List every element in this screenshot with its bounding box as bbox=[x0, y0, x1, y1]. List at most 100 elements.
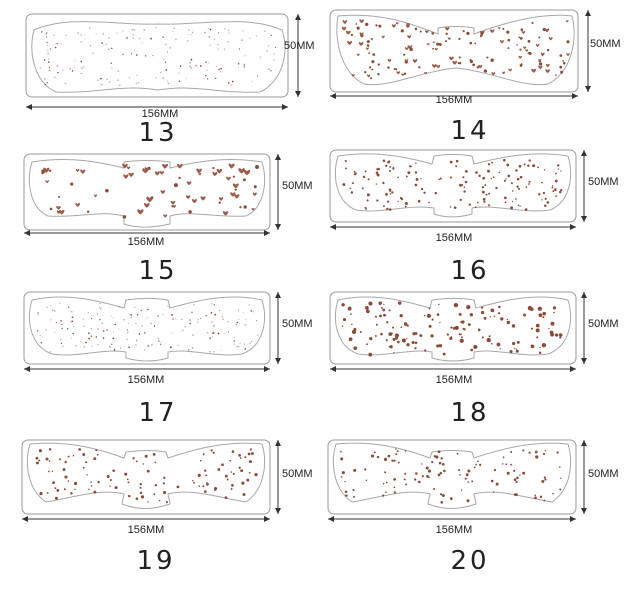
patch-14: 156MM 50MM 14 bbox=[326, 8, 626, 148]
freckle-dot bbox=[376, 168, 379, 171]
patch-20-width-arrow-right bbox=[570, 516, 576, 522]
freckle-dot bbox=[353, 495, 355, 498]
heart-mark bbox=[391, 24, 396, 28]
freckle-dot bbox=[504, 196, 507, 200]
freckle-dot bbox=[490, 308, 495, 313]
freckle-dot bbox=[469, 41, 473, 45]
freckle-dot bbox=[80, 72, 82, 74]
heart-mark bbox=[502, 71, 506, 75]
freckle-dot bbox=[458, 37, 461, 40]
freckle-dot bbox=[341, 471, 345, 475]
freckle-dot bbox=[217, 44, 219, 46]
freckle-dot bbox=[72, 455, 75, 457]
freckle-dot bbox=[560, 188, 563, 192]
freckle-dot bbox=[365, 22, 369, 26]
patch-20-width-arrow-left bbox=[328, 516, 334, 522]
freckle-dot bbox=[482, 176, 486, 180]
freckle-dot bbox=[164, 61, 167, 63]
freckle-dot bbox=[362, 175, 365, 178]
freckle-dot bbox=[376, 199, 379, 202]
freckle-dot bbox=[204, 469, 207, 472]
freckle-dot bbox=[458, 56, 461, 59]
freckle-dot bbox=[359, 330, 362, 333]
heart-mark bbox=[159, 170, 165, 175]
freckle-dot bbox=[382, 159, 386, 163]
freckle-dot bbox=[100, 83, 103, 86]
freckle-dot bbox=[487, 169, 490, 173]
freckle-dot bbox=[457, 62, 460, 65]
heart-mark bbox=[566, 53, 570, 57]
freckle-dot bbox=[488, 335, 491, 338]
freckle-dot bbox=[414, 347, 417, 350]
freckle-dot bbox=[87, 312, 89, 314]
heart-mark bbox=[565, 20, 569, 23]
freckle-dot bbox=[83, 325, 85, 327]
freckle-dot bbox=[525, 186, 528, 188]
freckle-dot bbox=[88, 488, 90, 491]
freckle-dot bbox=[406, 324, 409, 327]
freckle-dot bbox=[141, 42, 143, 44]
freckle-dot bbox=[446, 333, 450, 336]
freckle-dot bbox=[211, 321, 213, 323]
patch-16-height-label: 50MM bbox=[588, 176, 619, 188]
freckle-dot bbox=[230, 84, 232, 86]
freckle-dot bbox=[559, 488, 562, 491]
freckle-dot bbox=[214, 313, 217, 316]
freckle-dot bbox=[415, 162, 417, 164]
freckle-dot bbox=[440, 501, 444, 504]
freckle-dot bbox=[209, 44, 211, 46]
freckle-dot bbox=[436, 313, 440, 316]
heart-mark bbox=[359, 19, 364, 24]
freckle-dot bbox=[414, 183, 418, 187]
freckle-dot bbox=[126, 331, 129, 334]
patch-16-drawing bbox=[329, 149, 587, 230]
patch-14-outline bbox=[336, 14, 575, 86]
freckle-dot bbox=[513, 478, 517, 482]
freckle-dot bbox=[497, 312, 501, 315]
freckle-dot bbox=[264, 30, 266, 33]
freckle-dot bbox=[492, 176, 495, 179]
freckle-dot bbox=[554, 172, 557, 175]
freckle-dot bbox=[364, 305, 369, 310]
freckle-dot bbox=[436, 344, 440, 348]
freckle-dot bbox=[541, 53, 544, 56]
freckle-dot bbox=[47, 61, 50, 63]
freckle-dot bbox=[83, 33, 85, 35]
freckle-dot bbox=[371, 60, 375, 64]
freckle-dot bbox=[53, 310, 56, 312]
patch-13-card bbox=[25, 13, 289, 98]
patch-19-number: 19 bbox=[136, 546, 176, 576]
freckle-dot bbox=[460, 489, 463, 491]
freckle-dot bbox=[504, 201, 507, 204]
freckle-dot bbox=[102, 337, 105, 339]
freckle-dot bbox=[54, 43, 56, 45]
freckle-dot bbox=[344, 159, 347, 163]
freckle-dot bbox=[537, 166, 540, 169]
heart-mark bbox=[126, 166, 131, 170]
freckle-dot bbox=[349, 187, 352, 190]
freckle-dot bbox=[62, 345, 64, 348]
freckle-dot bbox=[546, 48, 550, 52]
freckle-dot bbox=[242, 312, 244, 314]
freckle-dot bbox=[388, 208, 392, 211]
freckle-dot bbox=[218, 31, 220, 34]
freckle-dot bbox=[141, 325, 143, 327]
freckle-dot bbox=[506, 318, 508, 321]
patch-15-width-arrow-left bbox=[24, 230, 30, 236]
freckle-dot bbox=[559, 466, 561, 468]
heart-mark bbox=[535, 43, 540, 47]
freckle-dot bbox=[400, 29, 404, 33]
patch-19-width-label: 156MM bbox=[127, 524, 165, 536]
freckle-dot bbox=[237, 309, 239, 311]
patch-17-height-arrow-bottom bbox=[275, 358, 281, 364]
freckle-dot bbox=[512, 341, 516, 346]
freckle-dot bbox=[557, 168, 560, 170]
freckle-dot bbox=[234, 336, 236, 338]
freckle-dot bbox=[506, 30, 510, 34]
freckle-dot bbox=[132, 34, 134, 36]
freckle-dot bbox=[531, 21, 534, 25]
freckle-dot bbox=[77, 32, 79, 35]
freckle-dot bbox=[366, 44, 370, 47]
freckle-dot bbox=[515, 348, 517, 350]
patch-15-height-arrow-top bbox=[275, 154, 281, 160]
